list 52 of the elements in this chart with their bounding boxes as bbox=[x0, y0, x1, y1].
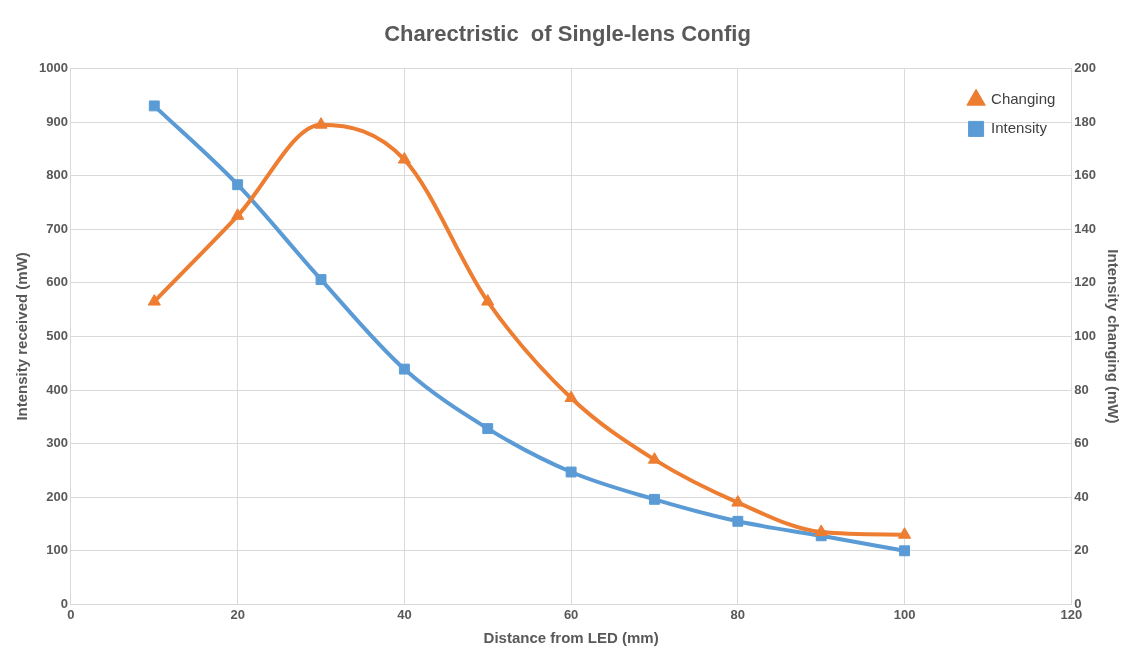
point bbox=[899, 545, 911, 557]
y-tick-label: 700 bbox=[46, 220, 68, 236]
x-tick-label: 80 bbox=[730, 606, 746, 622]
y2-tick-label: 160 bbox=[1074, 167, 1097, 183]
point bbox=[565, 466, 577, 478]
point bbox=[398, 363, 410, 375]
y2-tick-label: 60 bbox=[1074, 435, 1089, 451]
point bbox=[732, 515, 744, 527]
y-tick-label: 100 bbox=[46, 542, 68, 558]
x-tick-label: 100 bbox=[893, 606, 916, 622]
y2-tick-label: 180 bbox=[1074, 113, 1097, 129]
point bbox=[898, 527, 912, 539]
y2-axis-title: Intensity changing (mW) bbox=[1104, 249, 1122, 424]
point bbox=[232, 179, 244, 191]
y-tick-label: 200 bbox=[46, 488, 68, 504]
point bbox=[315, 274, 327, 286]
y-tick-label: 500 bbox=[46, 327, 68, 343]
y-tick-label: 1000 bbox=[39, 59, 68, 75]
x-tick-label: 60 bbox=[563, 606, 579, 622]
point bbox=[731, 495, 745, 507]
x-tick-label: 40 bbox=[397, 606, 412, 622]
y2-tick-label: 120 bbox=[1074, 274, 1097, 290]
legend-label: Changing bbox=[991, 90, 1056, 108]
point bbox=[397, 152, 411, 164]
point bbox=[649, 493, 660, 505]
point bbox=[814, 524, 828, 537]
x-tick-label: 20 bbox=[230, 606, 245, 622]
y2-tick-label: 20 bbox=[1074, 542, 1089, 558]
point bbox=[314, 117, 328, 129]
y-tick-label: 300 bbox=[46, 435, 68, 451]
y2-tick-label: 100 bbox=[1074, 327, 1097, 343]
y-tick-label: 800 bbox=[46, 167, 68, 183]
y-tick-label: 600 bbox=[46, 274, 68, 290]
y2-tick-label: 40 bbox=[1074, 488, 1089, 504]
y2-tick-label: 200 bbox=[1074, 59, 1097, 75]
y-tick-label: 400 bbox=[46, 381, 68, 397]
y2-tick-label: 0 bbox=[1074, 595, 1082, 611]
point bbox=[481, 294, 495, 306]
y2-tick-label: 80 bbox=[1074, 381, 1089, 397]
x-axis-title: Distance from LED (mm) bbox=[483, 629, 659, 647]
point bbox=[647, 452, 662, 464]
legend-label: Intensity bbox=[991, 119, 1048, 137]
y2-tick-label: 140 bbox=[1074, 220, 1097, 236]
point bbox=[148, 100, 160, 112]
y-tick-label: 0 bbox=[60, 595, 68, 611]
point bbox=[147, 294, 161, 306]
y-axis-title: Intensity received (mW) bbox=[13, 252, 31, 421]
point bbox=[231, 208, 245, 220]
point bbox=[564, 390, 578, 403]
y-tick-label: 900 bbox=[46, 113, 68, 129]
chart-title: Charectristic of Single-lens Config bbox=[384, 21, 751, 47]
point bbox=[482, 423, 494, 435]
